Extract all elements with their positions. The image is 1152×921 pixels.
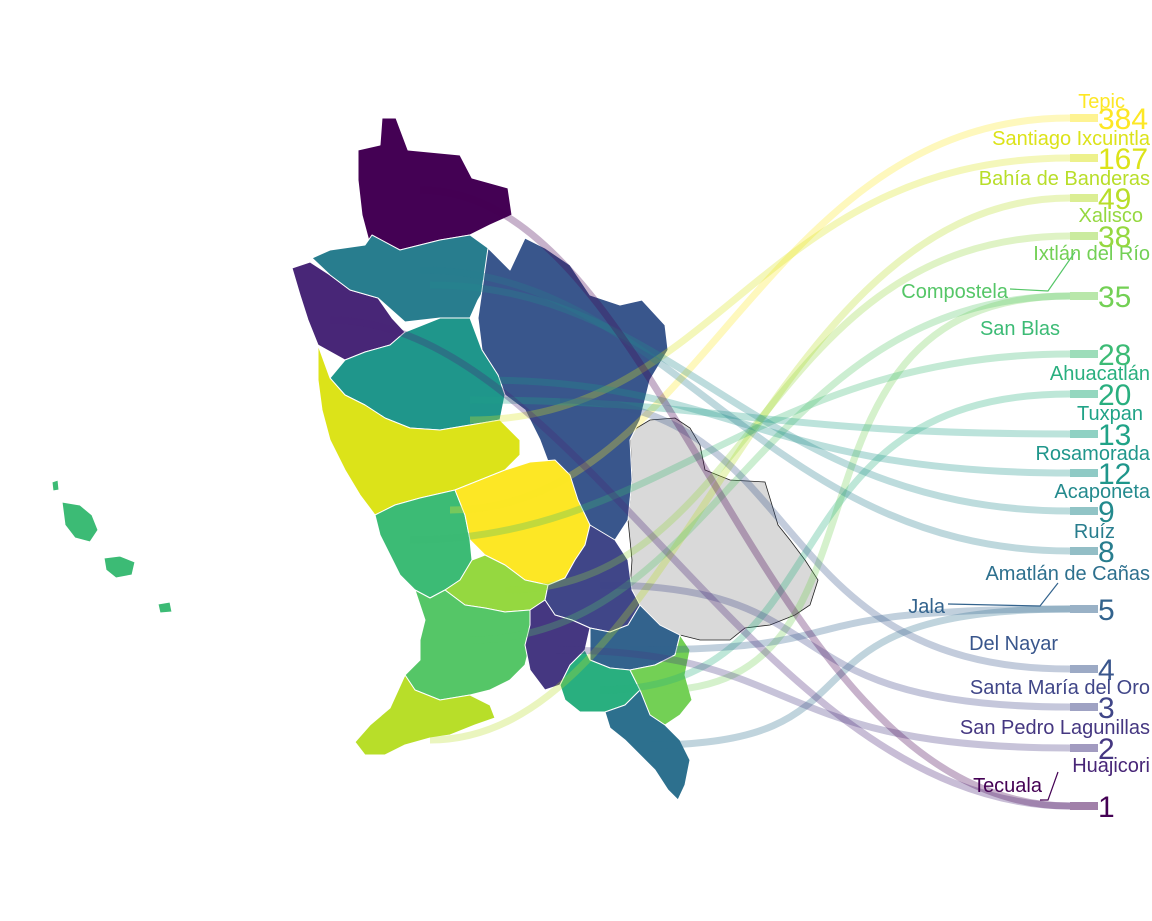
legend-value-49: 49 — [1098, 183, 1131, 216]
region-islas-marias-2[interactable] — [104, 556, 135, 578]
legend-value-384: 384 — [1098, 103, 1148, 136]
legend-value-13: 13 — [1098, 419, 1131, 452]
legend-value-3: 3 — [1098, 692, 1115, 725]
label-san-pedro-lagunillas: San Pedro Lagunillas — [960, 717, 1150, 739]
label-san-blas: San Blas — [980, 318, 1060, 340]
legend-value-167: 167 — [1098, 143, 1148, 176]
legend-value-35: 35 — [1098, 281, 1131, 314]
legend-value-9: 9 — [1098, 496, 1115, 529]
legend-value-5: 5 — [1098, 594, 1115, 627]
region-tecuala[interactable] — [358, 118, 512, 250]
legend-value-8: 8 — [1098, 536, 1115, 569]
legend-value-38: 38 — [1098, 221, 1131, 254]
label-jala: Jala — [908, 596, 946, 618]
region-islas-marias-1[interactable] — [62, 502, 98, 542]
label-del-nayar: Del Nayar — [969, 633, 1058, 655]
legend-value-2: 2 — [1098, 733, 1115, 766]
label-tecuala: Tecuala — [973, 775, 1043, 797]
region-islas-marias-4[interactable] — [52, 480, 59, 491]
region-islas-marias-3[interactable] — [158, 602, 172, 613]
label-santa-mar-a-del-oro: Santa María del Oro — [970, 677, 1150, 699]
label-leader-line — [948, 583, 1058, 606]
label-amatl-n-de-ca-as: Amatlán de Cañas — [985, 563, 1150, 585]
label-rosamorada: Rosamorada — [1035, 443, 1150, 465]
legend-value-20: 20 — [1098, 379, 1131, 412]
legend-value-12: 12 — [1098, 458, 1131, 491]
legend-value-4: 4 — [1098, 654, 1115, 687]
label-ixtl-n-del-r-o: Ixtlán del Río — [1033, 243, 1150, 265]
label-leader-line — [1040, 772, 1058, 800]
label-compostela: Compostela — [901, 281, 1009, 303]
legend-value-28: 28 — [1098, 339, 1131, 372]
legend-value-1: 1 — [1098, 791, 1115, 824]
